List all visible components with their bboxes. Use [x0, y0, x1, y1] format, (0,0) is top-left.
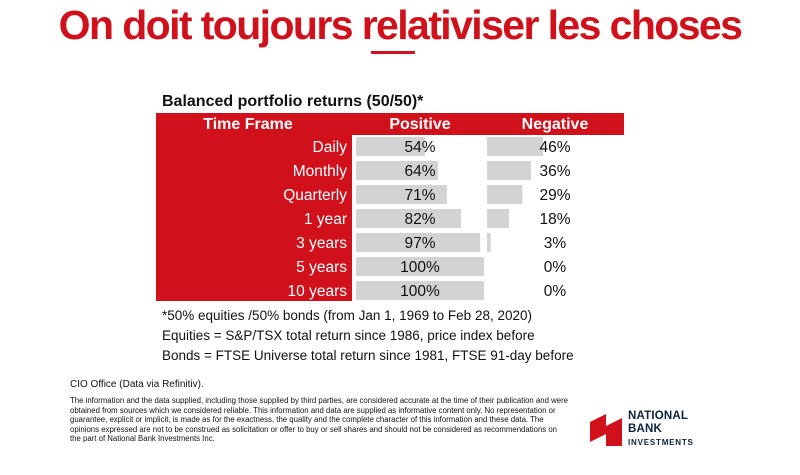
positive-bar-3 — [356, 209, 461, 228]
logo-line-1: NATIONAL — [628, 410, 689, 422]
negative-label-0: 46% — [539, 139, 570, 156]
row-label-4: 3 years — [296, 235, 347, 252]
source-note: CIO Office (Data via Refinitiv). — [70, 379, 204, 390]
row-label-5: 5 years — [296, 259, 347, 276]
positive-label-1: 64% — [404, 163, 435, 180]
logo-wordmark: NATIONAL BANK INVESTMENTS — [628, 410, 694, 450]
negative-label-2: 29% — [539, 187, 570, 204]
title-underline — [371, 51, 415, 54]
note-equities: Equities = S&P/TSX total return since 19… — [162, 328, 535, 343]
negative-bar-1 — [487, 161, 531, 180]
row-label-2: Quarterly — [283, 187, 347, 204]
positive-label-6: 100% — [400, 283, 440, 300]
row-label-3: 1 year — [304, 211, 347, 228]
header-positive: Positive — [389, 116, 450, 133]
label-column-background — [156, 113, 352, 301]
positive-bar-0 — [356, 137, 426, 156]
negative-label-3: 18% — [539, 211, 570, 228]
positive-bar-6 — [356, 281, 484, 300]
positive-label-5: 100% — [400, 259, 440, 276]
negative-label-5: 0% — [544, 259, 567, 276]
logo-line-2: BANK — [628, 422, 663, 435]
note-allocation: *50% equities /50% bonds (from Jan 1, 19… — [162, 308, 532, 323]
disclaimer-text: The information and the data supplied, i… — [70, 396, 569, 444]
header-time-frame: Time Frame — [203, 116, 293, 133]
row-label-6: 10 years — [288, 283, 348, 300]
chart-notes: *50% equities /50% bonds (from Jan 1, 19… — [162, 306, 574, 366]
positive-label-4: 97% — [404, 235, 435, 252]
negative-bar-0 — [487, 137, 544, 156]
positive-label-0: 54% — [404, 139, 435, 156]
positive-bar-2 — [356, 185, 447, 204]
negative-bar-3 — [487, 209, 509, 228]
slide-title: On doit toujours relativiser les choses — [58, 2, 743, 48]
note-bonds: Bonds = FTSE Universe total return since… — [162, 348, 574, 363]
national-bank-logo-mark-icon — [590, 414, 622, 446]
negative-bar-4 — [487, 233, 491, 252]
chart-title: Balanced portfolio returns (50/50)* — [162, 93, 424, 110]
negative-label-4: 3% — [544, 235, 567, 252]
positive-label-3: 82% — [404, 211, 435, 228]
row-label-1: Monthly — [293, 163, 348, 180]
positive-label-2: 71% — [404, 187, 435, 204]
header-band — [156, 113, 624, 135]
negative-label-1: 36% — [539, 163, 570, 180]
negative-bar-2 — [487, 185, 523, 204]
national-bank-logo: NATIONAL BANK INVESTMENTS — [590, 408, 720, 458]
logo-line-3: INVESTMENTS — [628, 438, 694, 447]
header-negative: Negative — [522, 116, 589, 133]
positive-bar-4 — [356, 233, 481, 252]
positive-bar-5 — [356, 257, 484, 276]
positive-bar-1 — [356, 161, 438, 180]
row-label-0: Daily — [313, 139, 348, 156]
negative-label-6: 0% — [544, 283, 567, 300]
